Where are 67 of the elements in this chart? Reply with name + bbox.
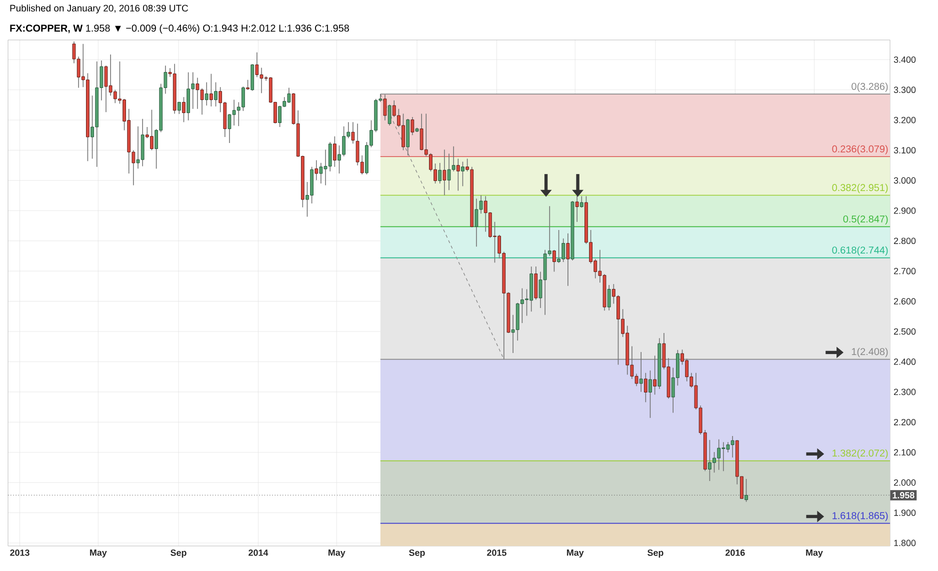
ref-line-label: 0.382(2.951) xyxy=(832,184,888,194)
candlestick xyxy=(332,136,336,168)
candlestick xyxy=(214,82,218,107)
x-tick-label: 2014 xyxy=(248,550,268,556)
x-tick-label: May xyxy=(90,550,107,558)
ref-line-label: 0.5(2.847) xyxy=(843,215,888,224)
ref-line-label: 1.958 xyxy=(892,492,914,498)
y-tick-label: 2.000 xyxy=(894,479,916,486)
x-tick-label: Sep xyxy=(409,550,425,558)
candlestick xyxy=(607,284,611,311)
y-tick-label: 1.900 xyxy=(894,510,916,516)
ref-line-label: 0.618(2.744) xyxy=(832,246,888,256)
y-tick-label: 2.200 xyxy=(894,418,916,426)
ref-line-label: 1.618(1.865) xyxy=(832,512,888,522)
x-tick-label: 2016 xyxy=(726,550,745,556)
y-tick-label: 2.400 xyxy=(894,358,916,365)
y-tick-label: 2.700 xyxy=(894,268,916,274)
y-tick-label: 3.300 xyxy=(894,86,916,94)
candlestick xyxy=(575,194,579,222)
candlestick xyxy=(351,122,355,144)
x-tick-label: 2015 xyxy=(487,550,506,556)
candlestick xyxy=(644,372,648,403)
y-tick-label: 3.200 xyxy=(894,116,916,124)
chart-title: FX:COPPER, W 1.958 ▼ −0.009 (−0.46%) O:1.943 H:2.012 L:1.936 C:1.958 xyxy=(10,24,349,34)
y-tick-label: 3.100 xyxy=(894,147,916,154)
y-tick-label: 3.000 xyxy=(894,177,916,184)
candlestick xyxy=(580,196,584,208)
candlestick xyxy=(653,355,656,396)
x-tick-label: Sep xyxy=(170,550,186,558)
candlestick xyxy=(328,142,332,172)
y-tick-label: 2.600 xyxy=(894,298,916,304)
candlestick xyxy=(182,96,186,123)
x-tick-label: 2013 xyxy=(10,550,30,556)
y-tick-label: 2.500 xyxy=(894,328,916,335)
candlestick xyxy=(442,149,446,196)
candlestick xyxy=(383,94,387,121)
y-tick-label: 1.800 xyxy=(894,540,916,546)
ref-line-label: 1.382(2.072) xyxy=(832,449,888,459)
y-tick-label: 2.900 xyxy=(894,207,916,214)
candlestick xyxy=(186,72,190,121)
y-tick-label: 2.800 xyxy=(894,238,916,244)
candlestick xyxy=(456,158,460,192)
candlestick xyxy=(246,79,250,90)
y-tick-label: 2.300 xyxy=(894,388,916,396)
candlestick xyxy=(438,162,442,184)
y-tick-label: 2.100 xyxy=(894,449,916,456)
candlestick xyxy=(648,370,652,418)
candlestick xyxy=(410,116,414,136)
x-tick-label: Sep xyxy=(648,550,664,558)
ref-line-label: 1(2.408) xyxy=(852,348,888,358)
candlestick xyxy=(204,82,208,106)
y-tick-label: 3.400 xyxy=(894,56,916,63)
ref-line-label: 0.236(3.079) xyxy=(832,145,888,154)
candlestick xyxy=(552,250,556,272)
x-tick-label: May xyxy=(328,550,346,558)
ref-line-label: 0(3.286) xyxy=(852,82,888,92)
candlestick xyxy=(314,160,318,181)
candlestick xyxy=(639,352,643,392)
candlestick xyxy=(461,161,464,187)
x-tick-label: May xyxy=(566,550,584,558)
text: Published on January 20, 2016 08:39 UTC xyxy=(10,4,188,14)
candlestick xyxy=(177,102,181,114)
candlestick xyxy=(210,73,213,107)
candlestick xyxy=(744,478,748,502)
x-tick-label: May xyxy=(806,550,823,558)
candlestick xyxy=(566,232,570,286)
candlestick xyxy=(388,104,392,126)
